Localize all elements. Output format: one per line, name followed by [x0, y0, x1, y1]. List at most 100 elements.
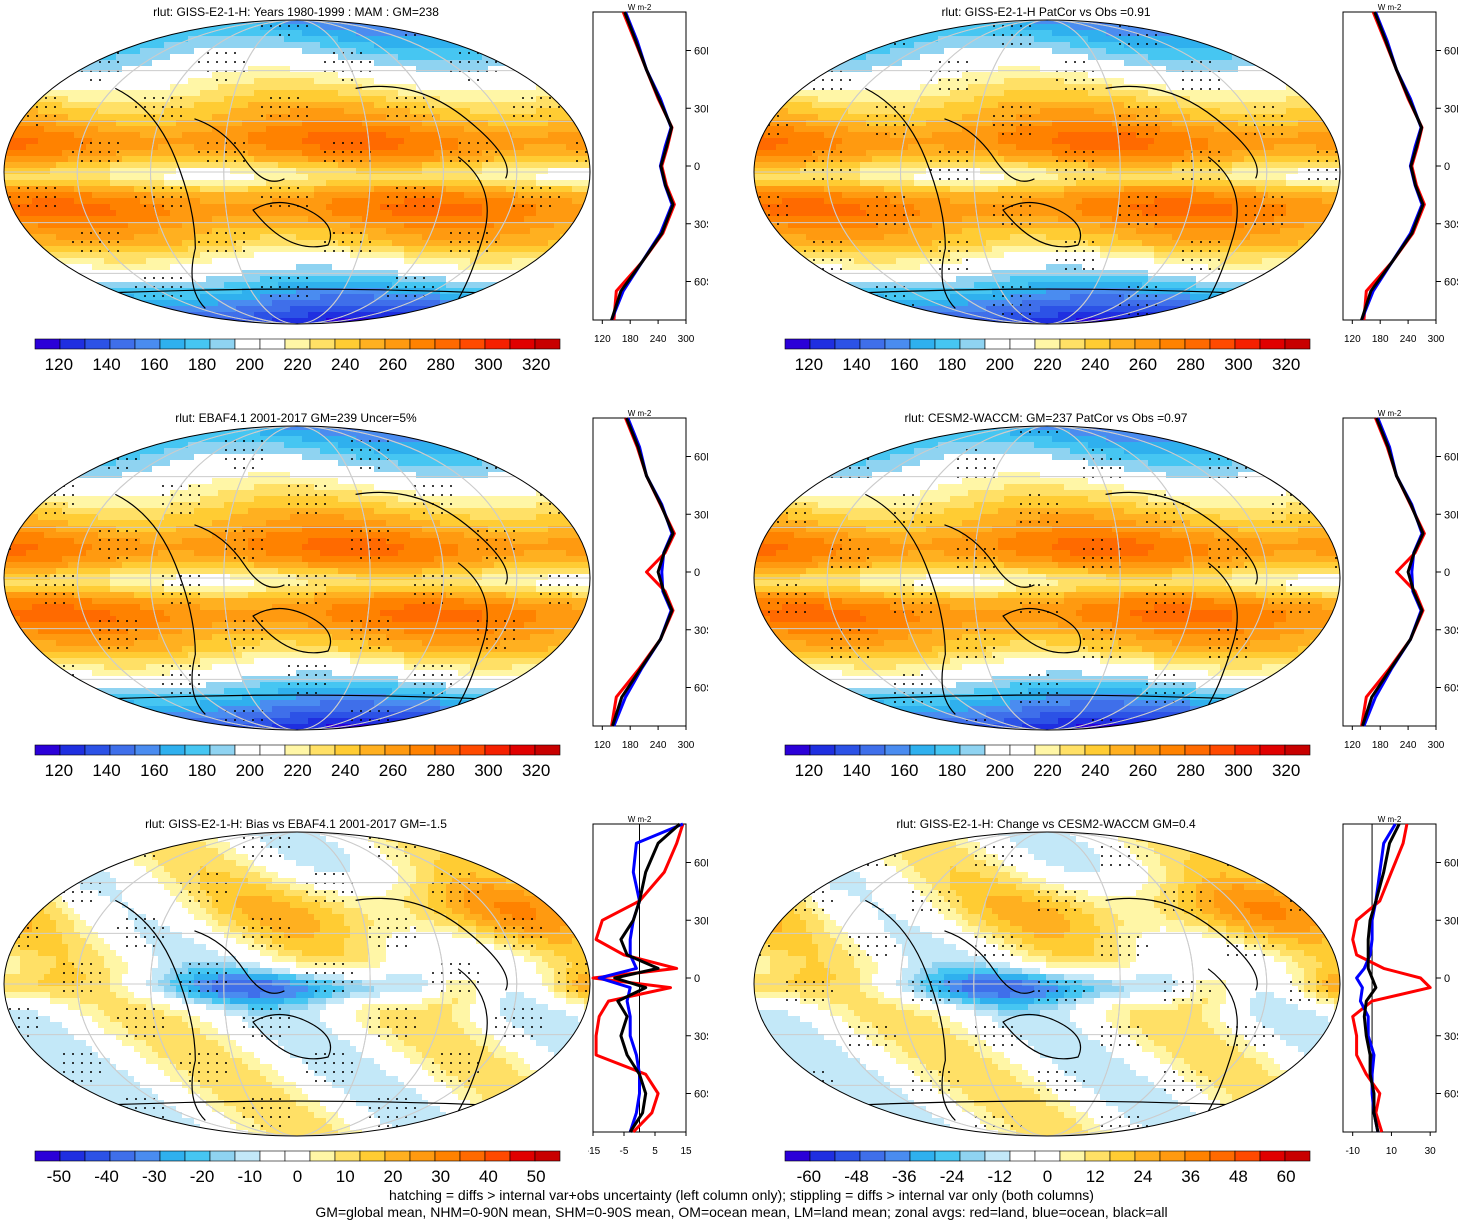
map-giss-patcor [753, 19, 1341, 325]
colorbar-swatch [1184, 1150, 1211, 1162]
colorbar-swatch [1259, 338, 1286, 350]
colorbar-swatch [1184, 338, 1211, 350]
colorbar-swatch [334, 744, 361, 756]
colorbar-label: -60 [797, 1167, 822, 1186]
colorbar-label: 200 [986, 355, 1014, 374]
colorbar-swatch [134, 744, 161, 756]
zonal-unit-label: W m-2 [1378, 4, 1402, 12]
colorbar-swatch [1234, 744, 1261, 756]
lat-tick-label: 0 [1444, 973, 1450, 985]
zonal-axes [592, 417, 691, 730]
colorbar-swatch [434, 1150, 461, 1162]
colorbar-swatch [909, 338, 936, 350]
colorbar-swatch [159, 338, 186, 350]
zonal-x-tick-label: 5 [652, 1146, 658, 1157]
colorbar-swatch [1259, 1150, 1286, 1162]
colorbar-swatch [234, 744, 261, 756]
colorbar-swatch [534, 744, 561, 756]
zonal-series-all [611, 417, 675, 727]
lat-tick-label: 0 [1444, 161, 1450, 173]
colorbar-swatch [434, 338, 461, 350]
zonal-axes [1342, 417, 1441, 730]
colorbar-swatch [359, 338, 386, 350]
lat-tick-label: 0 [1444, 567, 1450, 579]
zonal-series-all [1361, 417, 1425, 727]
lat-tick-label: 60N [694, 858, 708, 870]
colorbar-swatch [534, 1150, 561, 1162]
colorbar-label: 160 [890, 761, 918, 780]
colorbar-label: 140 [842, 761, 870, 780]
colorbar-label: 240 [1081, 761, 1109, 780]
colorbar-label: 160 [140, 761, 168, 780]
colorbar-label: 240 [331, 761, 359, 780]
zonal-unit-label: W m-2 [628, 4, 652, 12]
zonal-x-tick-label: 240 [1400, 740, 1417, 751]
colorbar-swatch [509, 744, 536, 756]
zonal-avg-giss-mean: W m-2 60N 30N 0 30S 60S 120 180 240 300 [592, 4, 708, 345]
colorbar-swatch [1284, 744, 1311, 756]
zonal-x-tick-label: 120 [1344, 334, 1361, 345]
zonal-series-all [610, 11, 675, 321]
colorbar-swatch [534, 338, 561, 350]
colorbar-swatch [334, 338, 361, 350]
lat-tick-label: 30S [694, 219, 708, 231]
colorbar-label: 120 [45, 761, 73, 780]
colorbar-swatch [1209, 338, 1236, 350]
colorbar-swatch [959, 338, 986, 350]
colorbar-swatch [384, 338, 411, 350]
colorbar-swatch [934, 744, 961, 756]
zonal-avg-cesm2-waccm: W m-2 60N 30N 0 30S 60S 120 180 240 300 [1342, 410, 1458, 751]
zonal-unit-label: W m-2 [1378, 816, 1402, 824]
colorbar-swatch [784, 338, 811, 350]
colorbar-swatch [934, 1150, 961, 1162]
colorbar-swatch [1209, 1150, 1236, 1162]
colorbar-label: 300 [1224, 761, 1252, 780]
colorbar-label: 12 [1086, 1167, 1105, 1186]
colorbar-swatch [1059, 1150, 1086, 1162]
colorbar-swatch [1109, 338, 1136, 350]
colorbar-swatch [234, 338, 261, 350]
colorbar-swatch [159, 744, 186, 756]
colorbar-label: 220 [283, 355, 311, 374]
lat-tick-label: 30N [1444, 915, 1458, 927]
colorbar-label: 300 [474, 355, 502, 374]
colorbar-swatch [1084, 338, 1111, 350]
colorbar-swatch [234, 1150, 261, 1162]
colorbar-label: 0 [1043, 1167, 1052, 1186]
colorbar-swatch [459, 1150, 486, 1162]
colorbar-label: 120 [795, 761, 823, 780]
zonal-x-tick-label: 10 [1386, 1146, 1398, 1157]
colorbar-label: 220 [1033, 761, 1061, 780]
colorbar-label: 120 [45, 355, 73, 374]
zonal-x-tick-label: 30 [1425, 1146, 1437, 1157]
colorbar-swatch [359, 1150, 386, 1162]
colorbar-swatch [284, 338, 311, 350]
colorbar-swatch [434, 744, 461, 756]
colorbar-swatch [1209, 744, 1236, 756]
panel-title: rlut: EBAF4.1 2001-2017 GM=239 Uncer=5% [175, 411, 416, 425]
panel-title: rlut: CESM2-WACCM: GM=237 PatCor vs Obs … [905, 411, 1188, 425]
colorbar-label: 180 [188, 761, 216, 780]
colorbar-swatch [809, 1150, 836, 1162]
lat-tick-label: 60N [694, 46, 708, 58]
colorbar-swatch [484, 1150, 511, 1162]
zonal-series-land [591, 823, 685, 1134]
colorbar-swatch [259, 338, 286, 350]
colorbar-label: 280 [426, 761, 454, 780]
zonal-series-all [1362, 823, 1401, 1133]
colorbar-swatch [1034, 338, 1061, 350]
colorbar-label: 220 [283, 761, 311, 780]
colorbar-label: 280 [1176, 355, 1204, 374]
lat-tick-label: 0 [694, 973, 700, 985]
zonal-x-tick-label: 180 [622, 334, 639, 345]
colorbar-label: 320 [1272, 761, 1300, 780]
colorbar-label: 0 [293, 1167, 302, 1186]
panel-title: rlut: GISS-E2-1-H: Change vs CESM2-WACCM… [896, 817, 1195, 831]
colorbar-swatch [209, 338, 236, 350]
colorbar-swatch [1184, 744, 1211, 756]
colorbar-giss-mean: 120 140 160 180 200 220 240 260 280 300 320 [34, 338, 561, 374]
colorbar-label: 140 [92, 761, 120, 780]
lat-tick-label: 30S [1444, 219, 1458, 231]
colorbar-swatch [409, 338, 436, 350]
lat-tick-label: 60N [694, 452, 708, 464]
